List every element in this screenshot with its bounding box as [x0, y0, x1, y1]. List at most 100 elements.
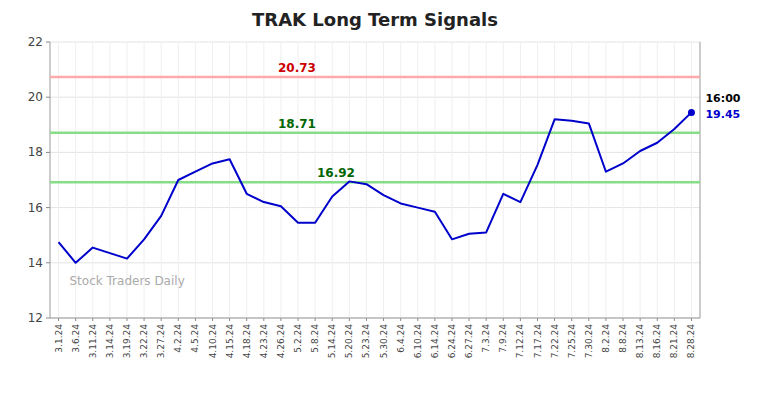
x-tick-label: 7.9.24	[498, 324, 508, 353]
x-tick-label: 6.24.24	[447, 324, 457, 359]
reference-line	[50, 181, 700, 184]
plot-area	[50, 77, 700, 263]
grid-line-x	[195, 42, 196, 318]
x-tick-label: 4.10.24	[208, 324, 218, 359]
x-tick-label: 8.21.24	[669, 324, 679, 359]
x-tick-label: 5.30.24	[379, 324, 389, 359]
x-tick-label: 3.6.24	[71, 324, 81, 353]
y-tick	[46, 42, 50, 43]
x-tick-label: 3.22.24	[139, 324, 149, 359]
last-time-label: 16:00	[705, 92, 740, 105]
x-tick-label: 6.10.24	[413, 324, 423, 359]
x-tick-label: 5.14.24	[327, 324, 337, 359]
y-tick	[46, 318, 50, 319]
reference-line	[50, 132, 700, 135]
x-tick-label: 8.16.24	[652, 324, 662, 359]
x-tick-label: 8.28.24	[686, 324, 696, 359]
grid-line-y	[50, 97, 700, 98]
y-tick	[46, 152, 50, 153]
grid-line-x	[315, 42, 316, 318]
grid-line-y	[50, 262, 700, 263]
grid-line-y	[50, 318, 700, 319]
x-tick-label: 4.15.24	[225, 324, 235, 359]
title: TRAK Long Term Signals	[252, 9, 498, 30]
reference-label: 18.71	[278, 117, 316, 131]
y-tick-label: 16	[28, 201, 43, 215]
x-tick-label: 7.17.24	[533, 324, 543, 359]
grid-line-x	[246, 42, 247, 318]
x-tick-label: 5.20.24	[344, 324, 354, 359]
grid-line-x	[571, 42, 572, 318]
x-tick-label: 5.23.24	[361, 324, 371, 359]
x-tick-label: 8.13.24	[635, 324, 645, 359]
x-tick-label: 7.30.24	[584, 324, 594, 359]
grid-line-y	[50, 42, 700, 43]
x-tick-label: 3.14.24	[105, 324, 115, 359]
reference-label: 20.73	[278, 61, 316, 75]
x-tick-label: 8.2.24	[601, 324, 611, 353]
price-line	[59, 112, 692, 262]
chart: TRAK Long Term Signals 12 14 16 18 20 22 3.1.24…	[0, 0, 784, 398]
grid-line-x	[469, 42, 470, 318]
x-tick-label: 4.5.24	[190, 324, 200, 353]
grid-line-x	[520, 42, 521, 318]
grid-line-x	[417, 42, 418, 318]
grid-line-x	[400, 42, 401, 318]
grid-line-x	[640, 42, 641, 318]
y-tick-label: 20	[28, 90, 43, 104]
y-tick-label: 14	[28, 256, 43, 270]
x-tick-label: 3.11.24	[88, 324, 98, 359]
y-tick	[46, 207, 50, 208]
last-point	[688, 109, 695, 116]
watermark: Stock Traders Daily	[70, 274, 185, 288]
axis-line-left	[50, 42, 51, 318]
grid-line-x	[280, 42, 281, 318]
grid-line-x	[451, 42, 452, 318]
grid-line-x	[623, 42, 624, 318]
y-tick-label: 18	[28, 145, 43, 159]
reference-label: 16.92	[317, 166, 355, 180]
x-tick-label: 7.12.24	[515, 324, 525, 359]
x-tick-label: 3.27.24	[156, 324, 166, 359]
grid-line-x	[605, 42, 606, 318]
axis-line-right	[700, 42, 701, 318]
axis-line-bottom	[50, 318, 700, 319]
x-tick-label: 7.25.24	[567, 324, 577, 359]
x-tick-label: 4.26.24	[276, 324, 286, 359]
grid-line-y	[50, 152, 700, 153]
x-tick-label: 6.14.24	[430, 324, 440, 359]
y-tick	[46, 262, 50, 263]
x-tick-label: 6.4.24	[396, 324, 406, 353]
grid-line-y	[50, 207, 700, 208]
grid-line-x	[434, 42, 435, 318]
x-tick-label: 4.23.24	[259, 324, 269, 359]
x-tick-label: 7.3.24	[481, 324, 491, 353]
grid-line-x	[229, 42, 230, 318]
y-axis: 12 14 16 18 20 22	[28, 35, 50, 325]
grid-line-x	[212, 42, 213, 318]
grid-line-x	[691, 42, 692, 318]
last-price-label: 19.45	[705, 108, 740, 121]
grid-line-x	[263, 42, 264, 318]
grid-line-x	[537, 42, 538, 318]
x-tick-label: 6.27.24	[464, 324, 474, 359]
grid-line-x	[503, 42, 504, 318]
reference-line	[50, 76, 700, 79]
grid-line-x	[554, 42, 555, 318]
grid-line-x	[588, 42, 589, 318]
x-tick-label: 4.18.24	[242, 324, 252, 359]
x-tick-label: 4.2.24	[173, 324, 183, 353]
x-tick-label: 3.1.24	[54, 324, 64, 353]
grid-line-x	[657, 42, 658, 318]
grid-line-x	[383, 42, 384, 318]
y-tick-label: 22	[28, 35, 43, 49]
grid-line-x	[58, 42, 59, 318]
grid-line-x	[674, 42, 675, 318]
y-tick-label: 12	[28, 311, 43, 325]
y-tick	[46, 97, 50, 98]
x-tick-label: 8.8.24	[618, 324, 628, 353]
grid	[50, 42, 700, 318]
x-tick-label: 5.2.24	[293, 324, 303, 353]
grid-line-x	[486, 42, 487, 318]
x-tick-label: 7.22.24	[550, 324, 560, 359]
